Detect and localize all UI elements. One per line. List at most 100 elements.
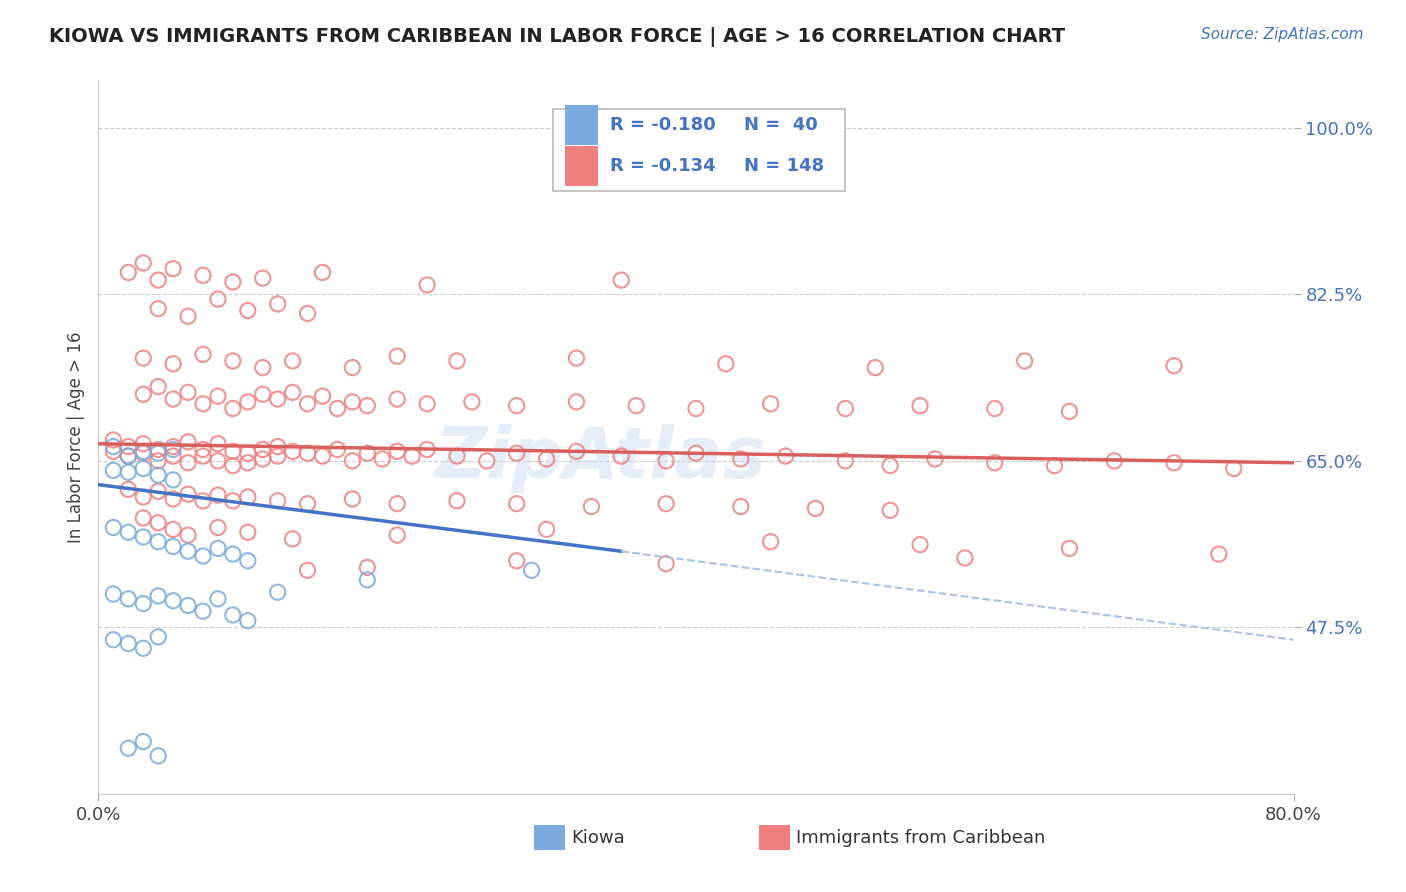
Point [356, 573, 378, 587]
Point [520, 563, 543, 577]
Point [311, 265, 333, 279]
Point [1163, 456, 1185, 470]
Point [148, 534, 170, 549]
Point [834, 401, 856, 416]
Point [236, 490, 259, 504]
Point [132, 444, 155, 458]
Point [446, 493, 468, 508]
Point [117, 440, 139, 454]
Point [281, 385, 304, 400]
Point [610, 449, 633, 463]
Point [536, 522, 558, 536]
Point [148, 442, 170, 457]
Point [132, 446, 155, 460]
Point [252, 452, 274, 467]
Point [506, 497, 529, 511]
Point [865, 360, 887, 375]
Point [162, 540, 184, 554]
Point [191, 268, 214, 283]
Point [103, 444, 125, 458]
Point [342, 454, 364, 468]
Point [177, 544, 200, 558]
Point [252, 387, 274, 401]
Point [297, 563, 319, 577]
Point [191, 449, 214, 463]
Text: N =  40: N = 40 [744, 116, 817, 134]
Point [222, 401, 245, 416]
Point [775, 449, 797, 463]
Point [148, 454, 170, 468]
Point [103, 587, 125, 601]
Point [236, 456, 259, 470]
Point [416, 277, 439, 292]
Point [162, 593, 184, 607]
Point [117, 265, 139, 279]
Point [148, 516, 170, 530]
Point [162, 261, 184, 276]
Text: R = -0.134: R = -0.134 [610, 157, 716, 175]
Point [191, 397, 214, 411]
FancyBboxPatch shape [565, 105, 598, 145]
Point [1223, 461, 1246, 475]
Point [162, 522, 184, 536]
Point [132, 351, 155, 365]
Point [714, 357, 737, 371]
FancyBboxPatch shape [553, 109, 845, 191]
Point [281, 354, 304, 368]
Point [1059, 541, 1081, 556]
Point [207, 436, 229, 450]
Point [132, 436, 155, 450]
Point [506, 446, 529, 460]
Point [311, 449, 333, 463]
Point [236, 554, 259, 568]
Point [506, 554, 529, 568]
Point [730, 452, 752, 467]
Point [117, 449, 139, 463]
Point [207, 520, 229, 534]
Point [267, 493, 290, 508]
Point [1104, 454, 1126, 468]
Point [879, 503, 901, 517]
Point [162, 440, 184, 454]
Point [416, 442, 439, 457]
Point [148, 301, 170, 316]
Point [132, 597, 155, 611]
Point [326, 442, 349, 457]
Point [177, 434, 200, 449]
Point [385, 497, 409, 511]
Text: R = -0.180: R = -0.180 [610, 116, 716, 134]
Point [148, 630, 170, 644]
Point [461, 395, 484, 409]
Point [148, 468, 170, 483]
FancyBboxPatch shape [565, 146, 598, 186]
Point [132, 461, 155, 475]
Point [1043, 458, 1066, 473]
Point [117, 636, 139, 650]
Point [177, 310, 200, 324]
Point [236, 303, 259, 318]
Point [222, 354, 245, 368]
Point [191, 493, 214, 508]
Point [148, 379, 170, 393]
Point [565, 395, 588, 409]
Point [581, 500, 603, 514]
Point [565, 351, 588, 365]
Point [908, 399, 931, 413]
Point [191, 442, 214, 457]
Point [148, 446, 170, 460]
Point [132, 530, 155, 544]
Point [222, 444, 245, 458]
Point [446, 354, 468, 368]
Point [326, 401, 349, 416]
Point [984, 456, 1007, 470]
Point [148, 273, 170, 287]
Point [191, 604, 214, 618]
Point [236, 395, 259, 409]
Point [984, 401, 1007, 416]
Point [506, 399, 529, 413]
Point [281, 444, 304, 458]
Point [162, 491, 184, 506]
Point [311, 389, 333, 403]
Point [132, 641, 155, 656]
Point [177, 599, 200, 613]
